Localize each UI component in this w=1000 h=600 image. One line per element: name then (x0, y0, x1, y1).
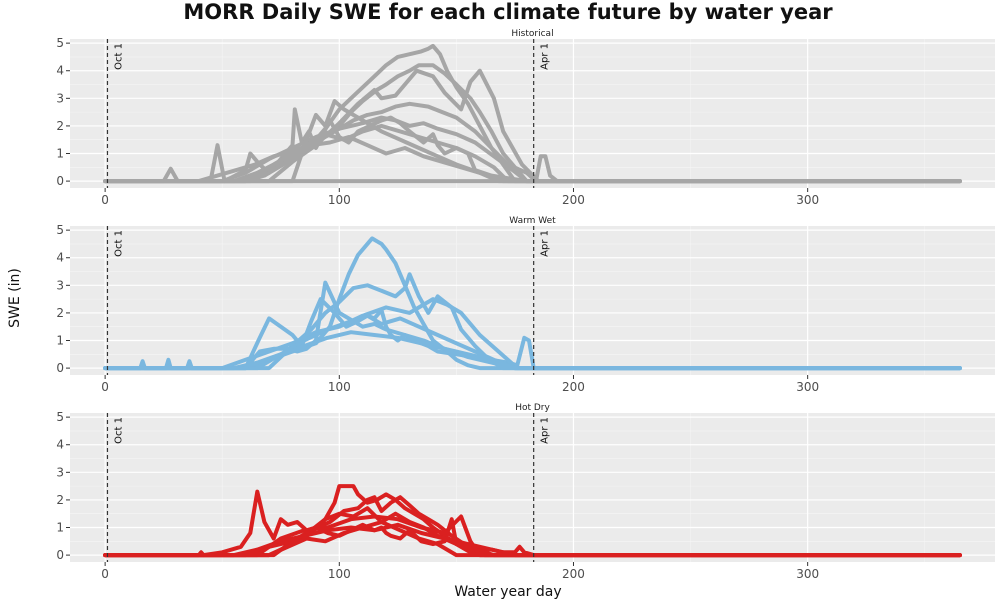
series-line (103, 297, 962, 371)
x-tick-label: 200 (562, 193, 585, 207)
y-tick-label: 4 (56, 438, 64, 452)
y-tick-label: 0 (56, 174, 64, 188)
x-tick-label: 200 (562, 567, 585, 581)
x-tick-label: 0 (101, 380, 109, 394)
panel-warm-wet: Warm Wet 0 1 2 3 4 5 0 100 200 300 Oct 1 Apr 1 (56, 216, 995, 394)
panel-historical: Historical 0 1 2 3 4 5 0 100 200 300 Oct 1 Apr 1 (56, 29, 995, 207)
x-tick-label: 100 (328, 567, 351, 581)
y-tick-label: 1 (56, 334, 64, 348)
panel-strip-label: Historical (511, 29, 553, 39)
y-tick-label: 1 (56, 147, 64, 161)
series-line (103, 313, 962, 371)
series-line (103, 123, 962, 184)
x-tick-label: 300 (796, 193, 819, 207)
y-tick-label: 0 (56, 548, 64, 562)
panel-background (70, 413, 995, 562)
series-line (103, 330, 962, 371)
reference-line-label: Apr 1 (540, 230, 551, 257)
y-tick-label: 3 (56, 278, 64, 292)
panel-series-group (103, 236, 962, 371)
x-tick-label: 200 (562, 380, 585, 394)
y-tick-label: 5 (56, 410, 64, 424)
y-tick-label: 3 (56, 465, 64, 479)
chart-title: MORR Daily SWE for each climate future b… (183, 0, 833, 24)
y-tick-label: 5 (56, 36, 64, 50)
y-axis-title: SWE (in) (7, 268, 23, 328)
y-tick-label: 0 (56, 361, 64, 375)
series-line (103, 272, 962, 371)
reference-line-label: Oct 1 (113, 43, 124, 70)
panel-hot-dry: Hot Dry 0 1 2 3 4 5 0 100 200 300 Oct 1 Apr 1 (56, 403, 995, 581)
reference-line-label: Oct 1 (113, 230, 124, 257)
panel-background (70, 39, 995, 188)
x-tick-label: 300 (796, 567, 819, 581)
x-tick-label: 100 (328, 380, 351, 394)
x-axis-title: Water year day (454, 584, 561, 600)
reference-line-label: Oct 1 (113, 417, 124, 444)
panel-series-group (103, 484, 962, 558)
x-tick-label: 0 (101, 193, 109, 207)
y-tick-label: 2 (56, 119, 64, 133)
y-tick-label: 5 (56, 223, 64, 237)
panel-series-group (103, 43, 962, 184)
series-line (103, 522, 962, 558)
x-tick-label: 0 (101, 567, 109, 581)
series-line (103, 135, 962, 184)
y-tick-label: 2 (56, 306, 64, 320)
y-tick-label: 2 (56, 493, 64, 507)
series-line (103, 520, 962, 558)
x-tick-label: 100 (328, 193, 351, 207)
y-tick-label: 1 (56, 521, 64, 535)
reference-line-label: Apr 1 (540, 43, 551, 70)
series-line (103, 514, 962, 558)
series-line (103, 166, 962, 184)
series-line (103, 280, 962, 371)
reference-line-label: Apr 1 (540, 417, 551, 444)
y-tick-label: 3 (56, 91, 64, 105)
y-tick-label: 4 (56, 251, 64, 265)
panel-strip-label: Warm Wet (509, 216, 556, 226)
y-tick-label: 4 (56, 64, 64, 78)
panel-strip-label: Hot Dry (515, 403, 550, 413)
x-tick-label: 300 (796, 380, 819, 394)
